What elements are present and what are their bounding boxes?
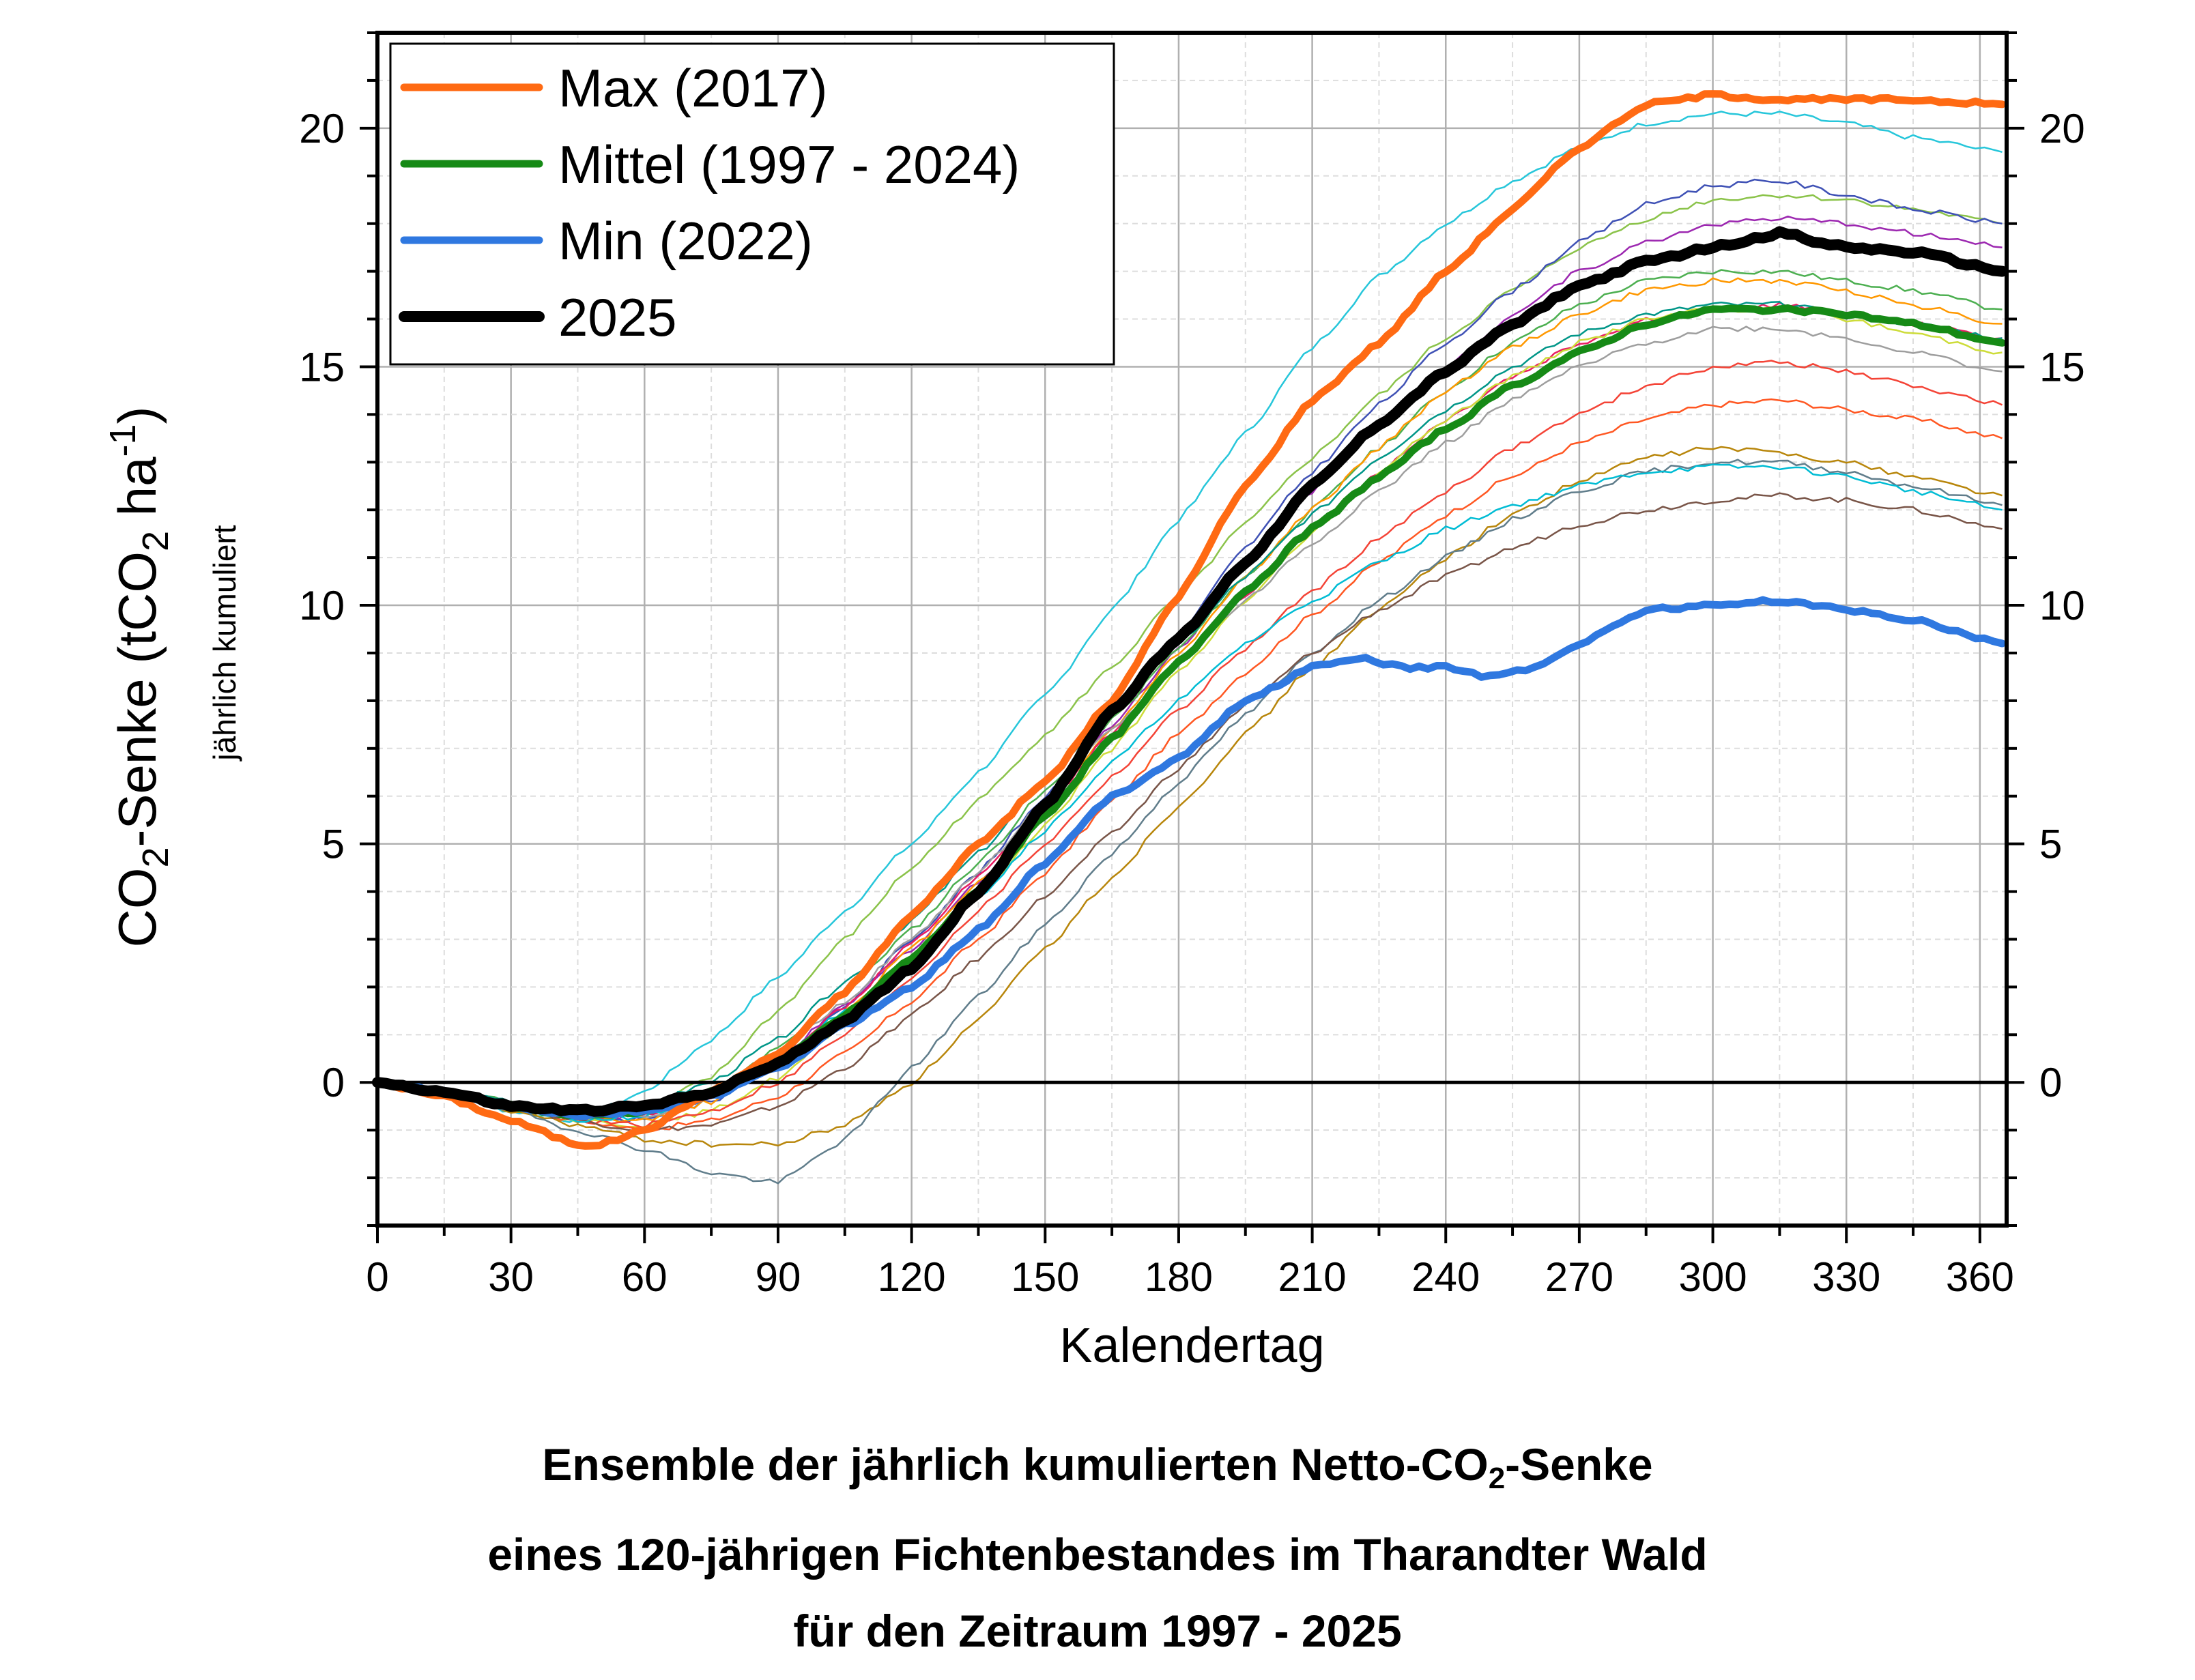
y-tick-label-right: 5 — [2039, 822, 2062, 867]
x-tick-label: 240 — [1411, 1254, 1480, 1300]
y-axis-subtitle: jährlich kumuliert — [207, 525, 242, 762]
y-tick-label-right: 10 — [2039, 583, 2085, 628]
legend-items: Max (2017) Mittel (1997 - 2024) Min (2022)… — [399, 58, 1020, 347]
ensemble-year-line — [377, 301, 2003, 1114]
caption-line-1: Ensemble der jährlich kumulierten Netto-… — [0, 1438, 2195, 1496]
y-tick-label-left: 0 — [322, 1060, 345, 1105]
caption-line-1-post: -Senke — [1505, 1439, 1653, 1490]
ensemble-year-line — [377, 446, 2003, 1148]
ensemble-year-line — [377, 325, 2003, 1120]
ylabel-mid2: ha — [107, 457, 167, 531]
caption-line-1-sub: 2 — [1488, 1462, 1506, 1495]
y-tick-label-right: 0 — [2039, 1060, 2062, 1105]
legend-item: Mittel (1997 - 2024) — [400, 134, 1020, 194]
x-tick-label: 300 — [1679, 1254, 1747, 1300]
ensemble-year-line — [377, 463, 2003, 1123]
tick-labels: 0 30 60 90 120 150 180 210 240 270 300 330 360 0 0 5 5 10… — [299, 106, 2085, 1300]
legend-label: Mittel (1997 - 2024) — [558, 134, 1020, 194]
y-tick-label-right: 20 — [2039, 106, 2085, 151]
ensemble-year-line — [377, 277, 2003, 1123]
x-tick-label: 270 — [1545, 1254, 1613, 1300]
legend-label: Min (2022) — [558, 211, 813, 271]
x-tick-label: 150 — [1011, 1254, 1079, 1300]
ylabel-post: ) — [107, 407, 167, 424]
y-tick-label-left: 15 — [299, 344, 345, 390]
x-tick-label: 360 — [1946, 1254, 2014, 1300]
ylabel-mid: -Senke (tCO — [107, 551, 167, 847]
x-tick-label: 210 — [1278, 1254, 1347, 1300]
caption-line-3-text: für den Zeitraum 1997 - 2025 — [793, 1606, 1402, 1656]
y-tick-label-left: 20 — [299, 106, 345, 151]
legend: Max (2017) Mittel (1997 - 2024) Min (2022)… — [389, 42, 1115, 366]
ylabel-pre: CO — [107, 868, 167, 948]
y-axis-title: CO2-Senke (tCO2 ha-1) — [102, 407, 176, 948]
legend-item: Min (2022) — [400, 211, 813, 271]
x-tick-label: 30 — [488, 1254, 534, 1300]
plot-frame — [375, 31, 2009, 1228]
ticks — [360, 31, 2024, 1243]
ylabel-sup: -1 — [102, 424, 143, 457]
series-line-min-2022 — [373, 596, 2006, 1120]
legend-label: Max (2017) — [558, 58, 828, 118]
y-tick-label-right: 15 — [2039, 344, 2085, 390]
series-line-2025 — [372, 226, 2008, 1117]
x-axis-title: Kalendertag — [1059, 1318, 1324, 1373]
caption-line-2-text: eines 120-jährigen Fichtenbestandes im T… — [487, 1529, 1708, 1580]
x-tick-label: 90 — [756, 1254, 801, 1300]
y-tick-label-left: 5 — [322, 822, 345, 867]
series-line-max-2017 — [373, 90, 2006, 1150]
caption-line-1-pre: Ensemble der jährlich kumulierten Netto-… — [542, 1439, 1489, 1490]
x-tick-label: 120 — [878, 1254, 946, 1300]
caption-line-3: für den Zeitraum 1997 - 2025 — [0, 1605, 2195, 1657]
x-tick-label: 60 — [622, 1254, 668, 1300]
y-axis-title-text: CO2-Senke (tCO2 ha-1) — [102, 407, 176, 948]
y-tick-label-left: 10 — [299, 583, 345, 628]
x-tick-label: 330 — [1812, 1254, 1880, 1300]
ensemble-year-line — [377, 302, 2003, 1119]
legend-label: 2025 — [558, 287, 677, 347]
legend-box — [389, 42, 1115, 366]
ensemble-year-line — [377, 459, 2003, 1185]
ensemble-year-line — [377, 360, 2003, 1129]
legend-item: 2025 — [399, 287, 677, 347]
caption-line-2: eines 120-jährigen Fichtenbestandes im T… — [0, 1529, 2195, 1580]
ylabel-sub1: 2 — [135, 847, 176, 867]
ylabel-sub2: 2 — [135, 531, 176, 551]
x-tick-label: 180 — [1145, 1254, 1213, 1300]
main-series — [372, 90, 2008, 1150]
series-line-mittel-1997-2024 — [373, 304, 2006, 1119]
ensemble-year-line — [377, 492, 2003, 1133]
ensemble-year-line — [377, 306, 2003, 1129]
legend-item: Max (2017) — [400, 58, 828, 118]
ensemble-year-line — [377, 111, 2003, 1123]
x-tick-label: 0 — [366, 1254, 388, 1300]
